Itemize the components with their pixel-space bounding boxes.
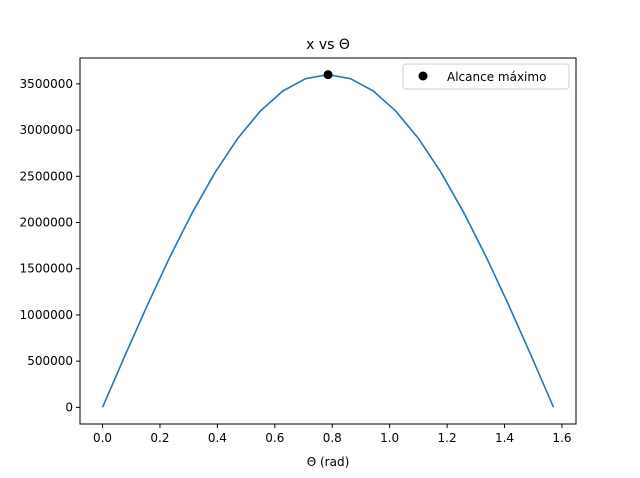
max-range-point (323, 70, 333, 80)
plot-frame (79, 57, 577, 425)
x-tick-label: 1.6 (552, 431, 571, 445)
x-tick-label: 0.8 (323, 431, 342, 445)
y-tick-label: 500000 (27, 354, 73, 368)
x-tick-label: 1.4 (495, 431, 514, 445)
y-tick-label: 2500000 (20, 169, 73, 183)
y-tick-label: 3500000 (20, 77, 73, 91)
y-axis: 0 500000 1000000 1500000 2000000 2500000 30000… (20, 77, 80, 414)
legend-box (402, 63, 570, 90)
series-line (101, 73, 555, 408)
legend-label: Alcance máximo (447, 70, 546, 84)
x-tick-label: 1.2 (438, 431, 457, 445)
x-tick-label: 0.6 (265, 431, 284, 445)
legend-marker (418, 71, 428, 81)
x-axis: 0.0 0.2 0.4 0.6 0.8 1.0 1.2 1.4 1.6 (93, 424, 571, 445)
chart-title: x vs Θ (306, 37, 350, 53)
y-tick-label: 1500000 (20, 262, 73, 276)
y-tick-label: 2000000 (20, 216, 73, 230)
x-tick-label: 0.0 (93, 431, 112, 445)
y-tick-label: 3000000 (20, 123, 73, 137)
y-tick-label: 1000000 (20, 308, 73, 322)
x-tick-label: 0.4 (208, 431, 227, 445)
x-tick-label: 1.0 (380, 431, 399, 445)
x-axis-label: Θ (rad) (307, 455, 350, 469)
y-tick-label: 0 (65, 400, 73, 414)
x-tick-label: 0.2 (150, 431, 169, 445)
plot-area (101, 70, 555, 408)
legend: Alcance máximo (402, 63, 570, 90)
